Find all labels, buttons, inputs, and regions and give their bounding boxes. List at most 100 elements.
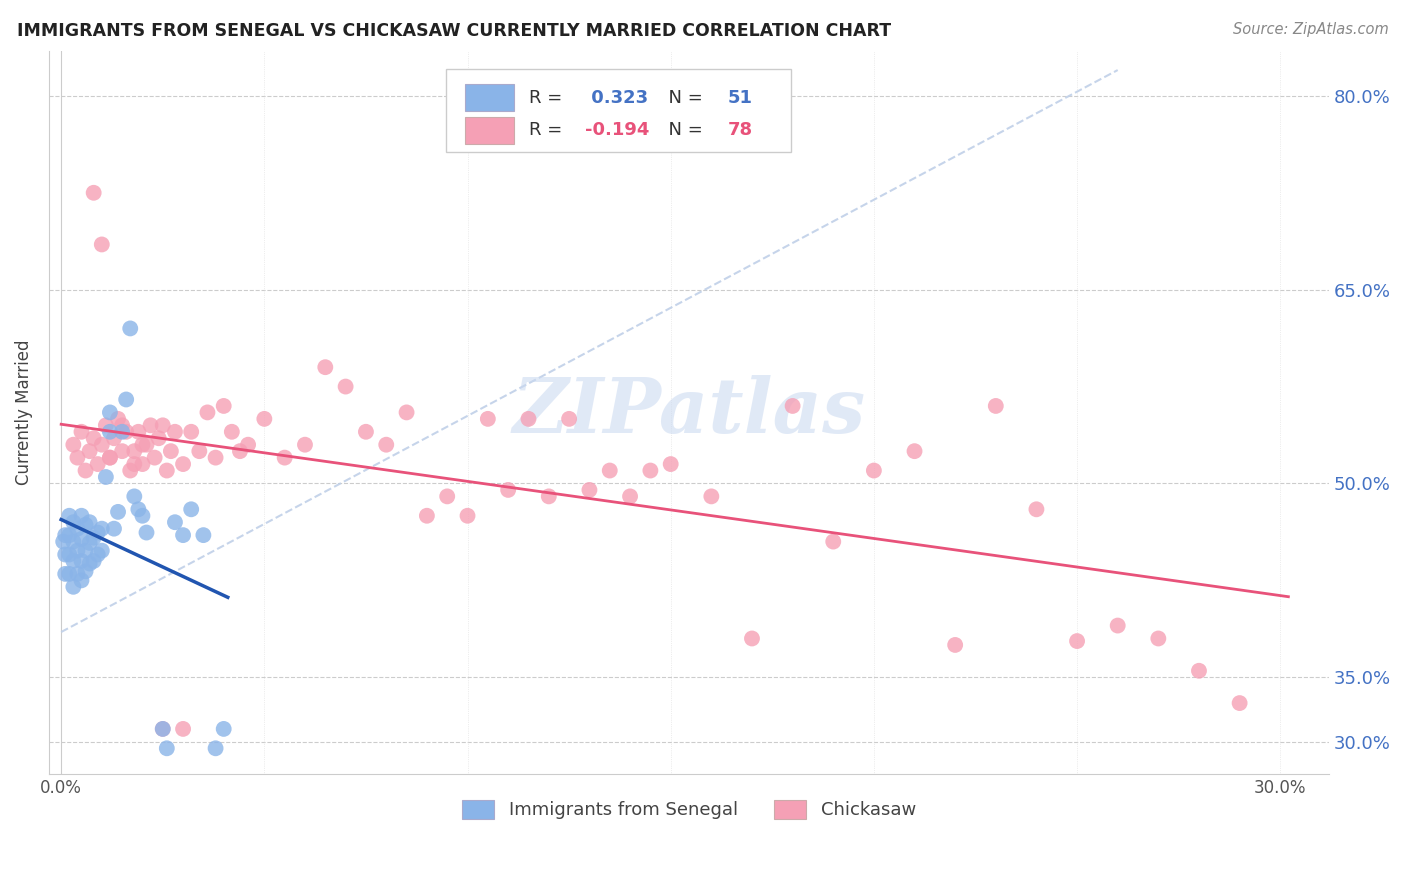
Point xyxy=(62,534,84,549)
Point xyxy=(152,418,174,433)
Text: R =: R = xyxy=(529,121,568,139)
Point xyxy=(172,722,194,736)
Text: Source: ZipAtlas.com: Source: ZipAtlas.com xyxy=(1233,22,1389,37)
Point xyxy=(537,489,560,503)
Point xyxy=(115,392,138,407)
Point xyxy=(66,450,89,465)
Point xyxy=(496,483,519,497)
Point xyxy=(1147,632,1170,646)
Text: 78: 78 xyxy=(727,121,752,139)
Point xyxy=(58,548,80,562)
Point xyxy=(124,489,146,503)
Point xyxy=(160,444,183,458)
Point xyxy=(66,522,89,536)
Point xyxy=(212,722,235,736)
Point xyxy=(619,489,641,503)
FancyBboxPatch shape xyxy=(446,69,792,152)
Point xyxy=(124,444,146,458)
Point xyxy=(135,525,157,540)
Point xyxy=(120,464,142,478)
Point xyxy=(90,543,112,558)
Text: IMMIGRANTS FROM SENEGAL VS CHICKASAW CURRENTLY MARRIED CORRELATION CHART: IMMIGRANTS FROM SENEGAL VS CHICKASAW CUR… xyxy=(17,22,891,40)
Text: -0.194: -0.194 xyxy=(585,121,650,139)
Point xyxy=(103,522,125,536)
Point xyxy=(70,554,93,568)
Text: N =: N = xyxy=(657,88,709,107)
Point xyxy=(152,722,174,736)
Point xyxy=(103,431,125,445)
Point xyxy=(782,399,804,413)
Point xyxy=(314,360,336,375)
Point xyxy=(66,543,89,558)
Point xyxy=(90,438,112,452)
Point xyxy=(79,536,101,550)
Point xyxy=(863,464,886,478)
Point xyxy=(517,412,540,426)
Point xyxy=(87,457,110,471)
Text: ZIPatlas: ZIPatlas xyxy=(512,376,866,450)
Point xyxy=(127,502,149,516)
Point xyxy=(124,457,146,471)
Point xyxy=(1188,664,1211,678)
Point xyxy=(107,505,129,519)
Point xyxy=(87,548,110,562)
Point xyxy=(640,464,662,478)
Point xyxy=(599,464,621,478)
Point xyxy=(83,531,105,545)
Point xyxy=(416,508,439,523)
FancyBboxPatch shape xyxy=(465,117,513,144)
Point xyxy=(1107,618,1129,632)
Point xyxy=(98,450,121,465)
Point xyxy=(53,528,76,542)
Point xyxy=(83,554,105,568)
Y-axis label: Currently Married: Currently Married xyxy=(15,340,32,485)
Point xyxy=(79,444,101,458)
Point xyxy=(163,425,186,439)
Point xyxy=(193,528,215,542)
Point xyxy=(436,489,458,503)
Point xyxy=(212,399,235,413)
Point xyxy=(135,438,157,452)
Point xyxy=(741,632,763,646)
Point xyxy=(87,525,110,540)
Point xyxy=(188,444,211,458)
Point xyxy=(90,237,112,252)
Point xyxy=(70,532,93,546)
Point xyxy=(62,580,84,594)
Point xyxy=(477,412,499,426)
Point xyxy=(984,399,1007,413)
Point xyxy=(53,566,76,581)
Point xyxy=(58,566,80,581)
Point xyxy=(204,741,226,756)
Point xyxy=(111,418,134,433)
Point xyxy=(578,483,600,497)
Point xyxy=(236,438,259,452)
Point xyxy=(70,508,93,523)
Point xyxy=(98,425,121,439)
Point xyxy=(94,418,117,433)
Point xyxy=(221,425,243,439)
Point xyxy=(98,405,121,419)
Point xyxy=(66,566,89,581)
Point xyxy=(375,438,398,452)
Point xyxy=(335,379,357,393)
Point xyxy=(53,548,76,562)
Point xyxy=(115,425,138,439)
Point xyxy=(131,438,153,452)
Point xyxy=(58,528,80,542)
Point xyxy=(111,444,134,458)
Point xyxy=(700,489,723,503)
Point xyxy=(172,528,194,542)
Point xyxy=(83,186,105,200)
Point xyxy=(79,515,101,529)
Text: N =: N = xyxy=(657,121,709,139)
Point xyxy=(127,425,149,439)
FancyBboxPatch shape xyxy=(465,84,513,112)
Point xyxy=(395,405,418,419)
Legend: Immigrants from Senegal, Chickasaw: Immigrants from Senegal, Chickasaw xyxy=(454,793,924,827)
Point xyxy=(79,557,101,571)
Point xyxy=(156,464,179,478)
Point xyxy=(131,508,153,523)
Point xyxy=(75,543,97,558)
Point xyxy=(62,438,84,452)
